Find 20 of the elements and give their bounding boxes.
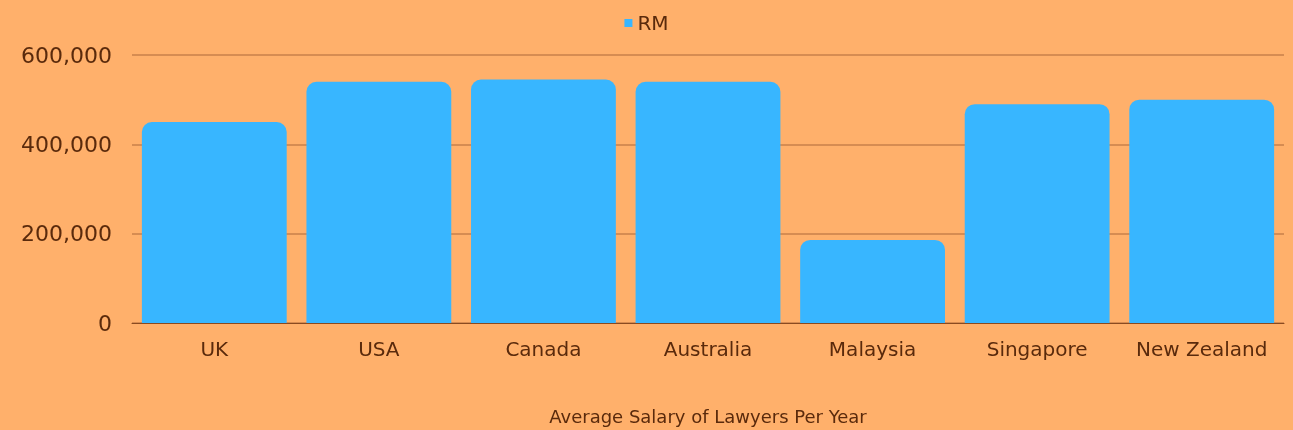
y-tick-label: 400,000 [21, 131, 112, 157]
bar [635, 81, 781, 323]
bar [1129, 99, 1275, 323]
x-tick-label: UK [200, 337, 230, 361]
bar [141, 122, 287, 323]
bar [471, 79, 616, 323]
x-tick-label: USA [358, 337, 400, 361]
x-tick-label: Singapore [986, 337, 1088, 361]
x-axis-title: Average Salary of Lawyers Per Year [549, 405, 868, 427]
bar [306, 81, 452, 323]
y-tick-label: 0 [98, 310, 112, 336]
x-tick-label: Canada [505, 337, 582, 361]
legend-label: RM [637, 11, 669, 35]
x-tick-label: Malaysia [828, 337, 917, 361]
y-tick-label: 600,000 [21, 42, 112, 68]
x-tick-label: New Zealand [1136, 337, 1268, 361]
x-tick-label: Australia [663, 337, 753, 361]
y-tick-label: 200,000 [21, 221, 112, 247]
bar [800, 239, 945, 323]
bar [964, 104, 1110, 323]
